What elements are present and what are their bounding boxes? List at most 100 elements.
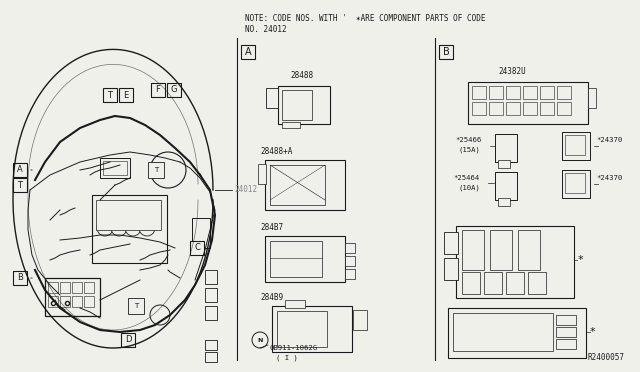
Bar — [439, 45, 453, 59]
Bar — [266, 88, 278, 108]
Bar — [265, 160, 345, 210]
Bar — [489, 86, 503, 99]
Bar — [60, 296, 70, 307]
Bar — [72, 282, 82, 293]
Bar — [272, 306, 352, 352]
Bar — [103, 88, 117, 102]
Text: NOTE: CODE NOS. WITH '  ✶ARE COMPONENT PARTS OF CODE: NOTE: CODE NOS. WITH ' ✶ARE COMPONENT PA… — [245, 14, 486, 23]
Bar — [282, 90, 312, 120]
Text: B: B — [443, 47, 449, 57]
Bar — [148, 162, 164, 178]
Circle shape — [111, 220, 127, 236]
Text: N: N — [257, 337, 262, 343]
Text: 24382U: 24382U — [498, 67, 525, 77]
Text: *25466: *25466 — [455, 137, 481, 143]
Bar — [205, 288, 217, 302]
Bar — [84, 296, 94, 307]
Text: G: G — [171, 86, 177, 94]
Text: A: A — [17, 166, 23, 174]
Bar — [151, 83, 165, 97]
Bar — [498, 198, 510, 206]
Text: *25464: *25464 — [453, 175, 479, 181]
Text: A: A — [244, 47, 252, 57]
Bar — [167, 83, 181, 97]
Bar — [557, 102, 571, 115]
Bar — [495, 172, 517, 200]
Bar — [523, 102, 537, 115]
Bar — [472, 102, 486, 115]
Bar — [345, 243, 355, 253]
Bar — [495, 134, 517, 162]
Bar — [528, 272, 546, 294]
Bar — [100, 158, 130, 178]
Text: T: T — [154, 167, 158, 173]
Text: 28488+A: 28488+A — [260, 148, 292, 157]
Bar — [92, 195, 167, 263]
Bar — [353, 310, 367, 330]
Text: T: T — [17, 180, 22, 189]
Bar — [489, 102, 503, 115]
Bar — [490, 230, 512, 270]
Bar — [128, 298, 144, 314]
Text: R2400057: R2400057 — [587, 353, 624, 362]
Text: *24370: *24370 — [596, 175, 622, 181]
Bar — [119, 88, 133, 102]
Bar — [345, 256, 355, 266]
Bar — [13, 271, 27, 285]
Bar — [556, 339, 576, 349]
Text: NO. 24012: NO. 24012 — [245, 25, 287, 34]
Bar — [557, 86, 571, 99]
Text: 28488: 28488 — [290, 71, 313, 80]
Bar — [48, 282, 58, 293]
Bar — [278, 86, 330, 124]
Text: F: F — [156, 86, 161, 94]
Bar — [282, 122, 300, 128]
Bar — [444, 258, 458, 280]
Circle shape — [139, 220, 155, 236]
Bar — [523, 86, 537, 99]
Bar — [562, 170, 590, 198]
Bar — [456, 226, 574, 298]
Bar — [565, 135, 585, 155]
Bar — [468, 82, 588, 124]
Text: 284B9: 284B9 — [260, 294, 283, 302]
Bar — [265, 236, 345, 282]
Bar — [48, 296, 58, 307]
Bar — [84, 282, 94, 293]
Text: T: T — [108, 90, 113, 99]
Text: B: B — [17, 273, 23, 282]
Bar — [345, 269, 355, 279]
Bar — [556, 315, 576, 325]
Text: D: D — [125, 336, 131, 344]
Bar — [562, 132, 590, 160]
Bar — [205, 352, 217, 362]
Bar — [270, 165, 325, 205]
Text: (10A): (10A) — [458, 185, 480, 191]
Bar — [453, 313, 553, 351]
Text: *: * — [590, 327, 596, 337]
Bar — [588, 88, 596, 108]
Circle shape — [252, 332, 268, 348]
Bar — [448, 308, 586, 358]
Bar — [258, 164, 266, 184]
Bar — [506, 86, 520, 99]
Bar — [506, 272, 524, 294]
Bar — [60, 282, 70, 293]
Circle shape — [125, 220, 141, 236]
Text: ( I ): ( I ) — [276, 355, 298, 361]
Bar — [518, 230, 540, 270]
Circle shape — [150, 305, 170, 325]
Bar — [277, 311, 327, 347]
Bar — [285, 300, 305, 308]
Bar — [190, 241, 204, 255]
Bar — [540, 102, 554, 115]
Bar — [45, 278, 100, 316]
Circle shape — [97, 220, 113, 236]
Bar — [506, 102, 520, 115]
Bar — [462, 230, 484, 270]
Text: (15A): (15A) — [458, 147, 480, 153]
Text: C: C — [194, 244, 200, 253]
Bar — [13, 163, 27, 177]
Bar — [96, 200, 161, 230]
Text: 284B7: 284B7 — [260, 224, 283, 232]
